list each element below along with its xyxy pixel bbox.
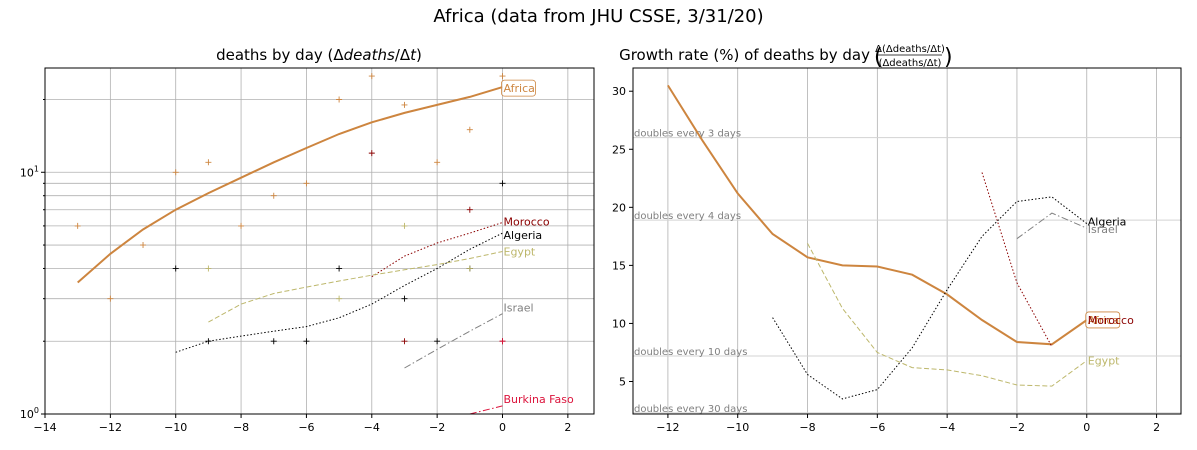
data-point-africa xyxy=(336,96,343,103)
chart-deaths-by-day: deaths by day (Δdeaths/Δt) Africa Morocco… xyxy=(20,46,595,434)
x-tick-label: −14 xyxy=(33,421,56,434)
series-line-egypt xyxy=(208,251,503,323)
y-tick-label: 15 xyxy=(612,259,626,272)
y-tick-label: 10 xyxy=(612,317,626,330)
data-point-africa xyxy=(140,242,147,249)
series-line-morocco xyxy=(981,172,1053,347)
data-point-morocco xyxy=(368,150,375,157)
reference-line-label: doubles every 4 days xyxy=(634,211,741,222)
reference-line-label: doubles every 3 days xyxy=(634,129,741,140)
x-tick-label: 0 xyxy=(1083,421,1090,434)
x-tick-label: −8 xyxy=(233,421,249,434)
chart-growth-rate: Growth rate (%) of deaths by day Δ(Δdeat… xyxy=(612,44,1182,434)
y-tick-label: 101 xyxy=(20,164,39,179)
x-tick-label: 0 xyxy=(499,421,506,434)
data-point-egypt xyxy=(205,265,212,272)
series-label-box-africa xyxy=(1085,311,1121,329)
x-tick-label: 2 xyxy=(564,421,571,434)
data-point-morocco xyxy=(401,338,408,345)
series-line-israel xyxy=(1016,212,1087,240)
series-label-algeria: Algeria xyxy=(1088,216,1127,229)
data-point-egypt xyxy=(401,222,408,229)
y-tick-label: 5 xyxy=(619,375,626,388)
x-tick-label: −12 xyxy=(656,421,679,434)
series-line-algeria xyxy=(772,196,1088,400)
data-point-africa xyxy=(74,222,81,229)
series-label-israel: Israel xyxy=(504,302,534,315)
data-point-algeria xyxy=(205,338,212,345)
x-tick-label: −10 xyxy=(726,421,749,434)
y-tick-label: 20 xyxy=(612,201,626,214)
data-point-africa xyxy=(205,159,212,166)
series-label-algeria: Algeria xyxy=(504,229,543,242)
data-point-africa xyxy=(270,192,277,199)
data-point-africa xyxy=(499,73,506,80)
series-line-egypt xyxy=(807,243,1088,387)
data-point-africa xyxy=(107,295,114,302)
series-label-africa: Africa xyxy=(1088,314,1119,327)
series-line-burkinafaso xyxy=(469,405,503,415)
data-point-africa xyxy=(172,169,179,176)
series-label-morocco: Morocco xyxy=(504,215,550,228)
x-tick-label: −4 xyxy=(364,421,380,434)
data-point-africa xyxy=(238,222,245,229)
data-point-africa xyxy=(303,180,310,187)
x-tick-label: −2 xyxy=(1009,421,1025,434)
x-tick-label: −2 xyxy=(429,421,445,434)
data-point-algeria xyxy=(434,338,441,345)
series-line-israel xyxy=(404,313,503,369)
y-tick-label: 25 xyxy=(612,143,626,156)
title-fraction-numerator: Δ(Δdeaths/Δt) xyxy=(875,44,945,55)
chart-title-fraction: Δ(Δdeaths/Δt) (Δdeaths/Δt) ( ) xyxy=(874,44,953,70)
axes-frame xyxy=(44,67,595,415)
axes-frame xyxy=(632,67,1182,415)
data-point-algeria xyxy=(303,338,310,345)
chart-title-deaths-by-day: deaths by day (Δdeaths/Δt) xyxy=(216,46,422,64)
title-fraction-denominator: (Δdeaths/Δt) xyxy=(879,58,942,69)
x-tick-label: −6 xyxy=(298,421,314,434)
series-label-egypt: Egypt xyxy=(1088,355,1120,368)
figure-title: Africa (data from JHU CSSE, 3/31/20) xyxy=(433,6,764,27)
data-point-africa xyxy=(434,159,441,166)
series-label-africa: Africa xyxy=(504,82,535,95)
reference-line-label: doubles every 30 days xyxy=(634,404,747,415)
chart-title-growth-rate: Growth rate (%) of deaths by day xyxy=(619,46,870,64)
x-tick-label: −8 xyxy=(799,421,815,434)
data-point-egypt xyxy=(466,265,473,272)
data-point-africa xyxy=(368,73,375,80)
data-point-egypt xyxy=(336,295,343,302)
data-point-algeria xyxy=(336,265,343,272)
series-label-egypt: Egypt xyxy=(504,246,536,259)
series-line-africa xyxy=(77,86,503,284)
series-label-israel: Israel xyxy=(1088,223,1118,236)
data-point-algeria xyxy=(270,338,277,345)
data-point-algeria xyxy=(401,295,408,302)
x-tick-label: −4 xyxy=(939,421,955,434)
data-point-algeria xyxy=(172,265,179,272)
reference-line-label: doubles every 10 days xyxy=(634,347,747,358)
data-point-africa xyxy=(401,101,408,108)
y-tick-label: 30 xyxy=(612,85,626,98)
data-point-morocco xyxy=(466,206,473,213)
x-tick-label: 2 xyxy=(1153,421,1160,434)
x-tick-label: −12 xyxy=(99,421,122,434)
series-label-burkinafaso: Burkina Faso xyxy=(504,393,574,406)
series-label-box-africa xyxy=(501,79,536,97)
series-line-africa xyxy=(667,84,1088,346)
series-line-morocco xyxy=(371,222,503,278)
data-point-africa xyxy=(466,126,473,133)
x-tick-label: −10 xyxy=(164,421,187,434)
y-tick-label: 100 xyxy=(20,406,39,421)
title-paren-left: ( xyxy=(874,45,883,70)
data-point-burkinafaso xyxy=(499,338,506,345)
series-label-morocco: Morocco xyxy=(1088,314,1134,327)
title-paren-right: ) xyxy=(944,45,953,70)
series-line-algeria xyxy=(175,232,503,353)
x-tick-label: −6 xyxy=(869,421,885,434)
data-point-algeria xyxy=(499,180,506,187)
